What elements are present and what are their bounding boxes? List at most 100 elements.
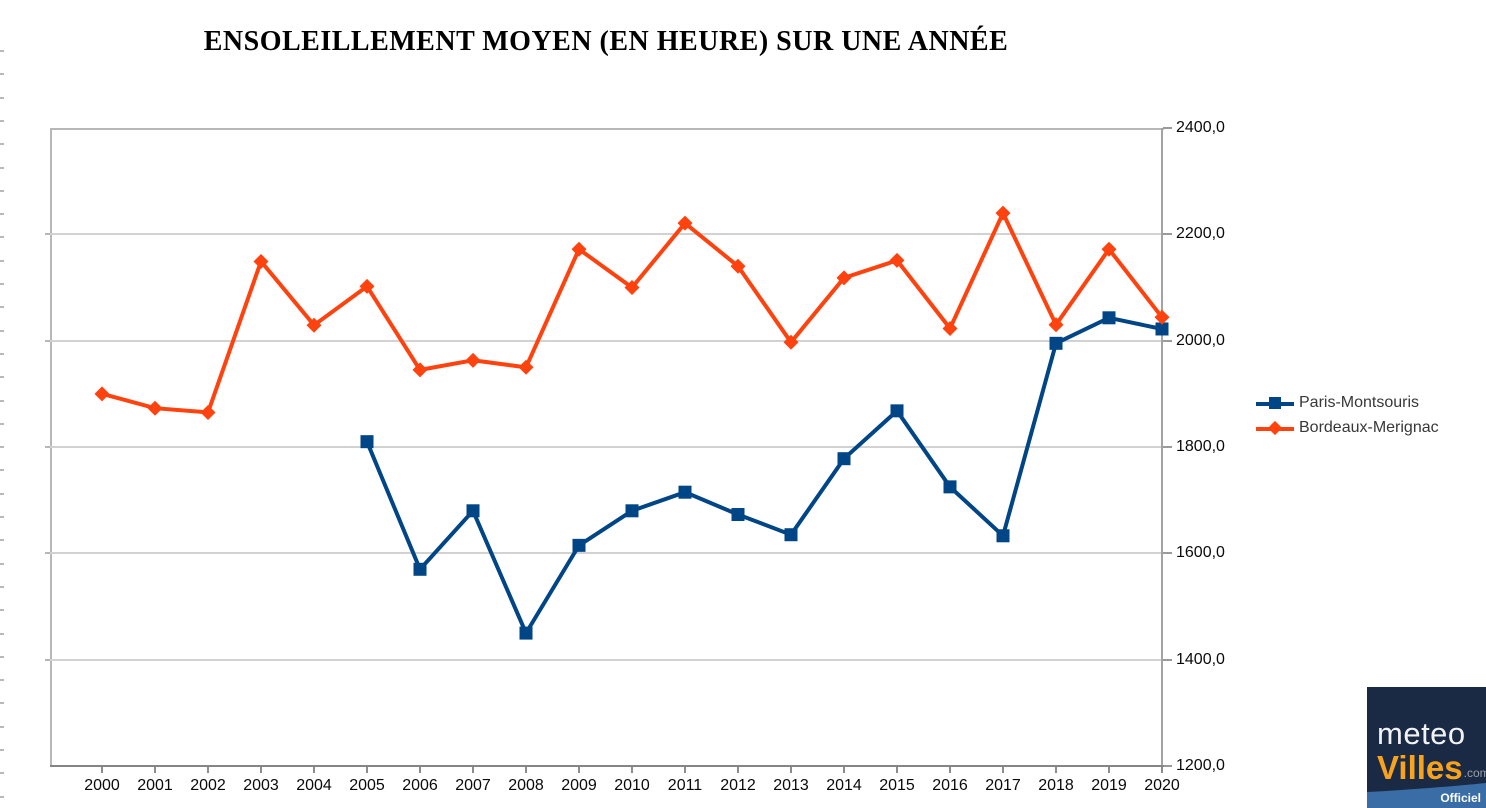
x-axis-tick xyxy=(1108,767,1110,773)
x-axis-tick xyxy=(260,767,262,773)
legend-label: Bordeaux-Merignac xyxy=(1299,419,1439,436)
x-axis-tick xyxy=(631,767,633,773)
x-axis-tick xyxy=(419,767,421,773)
ruler-tick xyxy=(0,563,4,565)
x-axis-tick xyxy=(472,767,474,773)
square-data-marker xyxy=(466,504,480,518)
ruler-tick xyxy=(0,609,4,611)
x-axis-tick xyxy=(366,767,368,773)
square-data-marker xyxy=(413,562,427,576)
diamond-data-marker xyxy=(94,386,110,402)
x-axis-label: 2006 xyxy=(402,777,438,794)
x-axis-tick xyxy=(737,767,739,773)
y-axis-label: 2000,0 xyxy=(1176,332,1225,349)
ruler-tick xyxy=(0,330,4,332)
x-axis-tick xyxy=(154,767,156,773)
x-axis-tick xyxy=(313,767,315,773)
gridline-tick xyxy=(45,552,50,554)
diamond-data-marker xyxy=(147,400,163,416)
y-axis-tick xyxy=(1163,765,1172,767)
ruler-tick xyxy=(0,50,4,52)
logo-badge-officiel: Officiel xyxy=(1440,791,1481,805)
gridline xyxy=(50,659,1162,661)
ruler-tick xyxy=(0,376,4,378)
ruler-tick xyxy=(0,353,4,355)
gridline xyxy=(50,340,1162,342)
ruler-tick xyxy=(0,539,4,541)
ruler-tick xyxy=(0,283,4,285)
ruler-tick xyxy=(0,726,4,728)
ruler-tick xyxy=(0,120,4,122)
x-axis-tick xyxy=(207,767,209,773)
ruler-tick xyxy=(0,236,4,238)
diamond-data-marker xyxy=(465,352,481,368)
diamond-data-marker xyxy=(306,317,322,333)
diamond-data-marker xyxy=(412,362,428,378)
y-axis-label: 2400,0 xyxy=(1176,119,1225,136)
diamond-data-marker xyxy=(783,334,799,350)
logo-text-villes: Villes.com xyxy=(1377,751,1486,784)
diamond-data-marker xyxy=(518,359,534,375)
y-axis-label: 1400,0 xyxy=(1176,651,1225,668)
ruler-tick xyxy=(0,213,4,215)
x-axis-tick xyxy=(843,767,845,773)
x-axis-label: 2000 xyxy=(84,777,120,794)
meteovilles-logo: meteo Villes.com Officiel xyxy=(1367,687,1486,808)
diamond-data-marker xyxy=(1101,241,1117,257)
y-axis-tick xyxy=(1163,127,1172,129)
gridline xyxy=(50,552,1162,554)
square-data-marker xyxy=(572,538,586,552)
x-axis-tick xyxy=(684,767,686,773)
ruler-tick xyxy=(0,493,4,495)
square-data-marker xyxy=(784,528,798,542)
ruler-tick xyxy=(0,400,4,402)
gridline-tick xyxy=(45,340,50,342)
line-diamond-marker-icon xyxy=(1256,420,1294,436)
diamond-data-marker xyxy=(1048,317,1064,333)
y-axis-label: 2200,0 xyxy=(1176,225,1225,242)
x-axis-tick xyxy=(1002,767,1004,773)
ruler-tick xyxy=(0,702,4,704)
legend-item-paris-montsouris: Paris-Montsouris xyxy=(1256,392,1439,414)
ruler-tick xyxy=(0,772,4,774)
x-axis-label: 2014 xyxy=(826,777,862,794)
diamond-data-marker xyxy=(359,278,375,294)
square-data-marker xyxy=(625,504,639,518)
x-axis-tick xyxy=(525,767,527,773)
logo-text-meteo: meteo xyxy=(1377,716,1466,751)
gridline xyxy=(50,233,1162,235)
x-axis-label: 2020 xyxy=(1144,777,1180,794)
x-axis-line xyxy=(50,765,1164,767)
x-axis-tick xyxy=(949,767,951,773)
square-data-marker xyxy=(943,480,957,494)
ruler-tick xyxy=(0,143,4,145)
ruler-tick xyxy=(0,423,4,425)
y-axis-tick xyxy=(1163,659,1172,661)
ruler-tick xyxy=(0,260,4,262)
gridline xyxy=(50,446,1162,448)
square-data-marker xyxy=(996,529,1010,543)
ruler-tick xyxy=(0,167,4,169)
diamond-data-marker xyxy=(730,258,746,274)
x-axis-label: 2005 xyxy=(349,777,385,794)
logo-text-com: .com xyxy=(1463,766,1486,780)
y-axis-tick xyxy=(1163,340,1172,342)
x-axis-tick xyxy=(1055,767,1057,773)
x-axis-tick xyxy=(896,767,898,773)
square-data-marker xyxy=(678,485,692,499)
diamond-data-marker xyxy=(942,320,958,336)
series-line-paris-montsouris xyxy=(365,315,1163,638)
x-axis-label: 2017 xyxy=(985,777,1021,794)
x-axis-label: 2004 xyxy=(296,777,332,794)
x-axis-label: 2012 xyxy=(720,777,756,794)
series-line-bordeaux-merignac xyxy=(101,208,1164,415)
x-axis-label: 2018 xyxy=(1038,777,1074,794)
x-axis-label: 2007 xyxy=(455,777,491,794)
ruler-tick xyxy=(0,190,4,192)
ruler-tick xyxy=(0,97,4,99)
y-axis-tick xyxy=(1163,446,1172,448)
ruler-tick xyxy=(0,306,4,308)
square-data-marker xyxy=(519,626,533,640)
legend-label: Paris-Montsouris xyxy=(1299,394,1420,411)
